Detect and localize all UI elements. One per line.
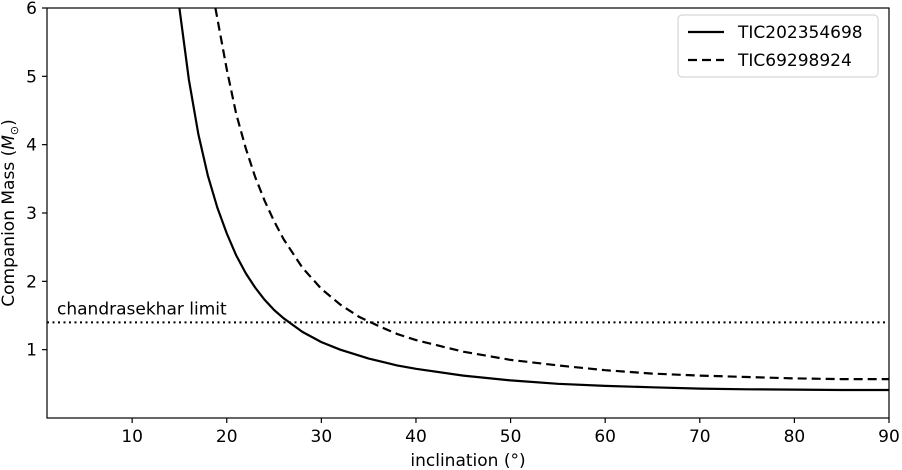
y-axis-label-subscript: ⊙ [8,126,21,135]
x-tick-label: 70 [689,427,711,447]
series-line-tic202354698 [178,8,889,392]
x-tick-label: 50 [500,427,522,447]
legend-box [677,14,879,78]
legend-label: TIC69298924 [737,51,852,71]
x-tick-label: 90 [878,427,900,447]
x-tick-label: 80 [784,427,806,447]
x-axis-ticks: 10 20 30 40 50 60 70 80 90 [121,418,900,447]
plot-content [47,8,889,392]
y-axis-label: Companion Mass (M⊙) [0,119,21,306]
y-tick-label: 4 [26,136,37,156]
x-tick-label: 60 [594,427,616,447]
y-tick-label: 3 [26,204,37,224]
chandrasekhar-limit-label: chandrasekhar limit [57,299,227,319]
legend-label: TIC202354698 [737,23,863,43]
legend: TIC202354698 TIC69298924 [677,14,879,78]
y-tick-label: 1 [26,341,37,361]
y-axis-label-close: ) [0,119,19,126]
x-axis-label: inclination (°) [410,451,525,470]
y-axis-label-symbol: M [0,135,19,150]
y-tick-label: 2 [26,272,37,292]
x-tick-label: 30 [311,427,333,447]
y-axis-label-text: Companion Mass ( [0,150,19,307]
y-tick-label: 5 [26,67,37,87]
y-axis-ticks: 1 2 3 4 5 6 [26,0,47,361]
x-tick-label: 40 [405,427,427,447]
x-tick-label: 20 [216,427,238,447]
series-line-tic69298924 [214,8,889,381]
y-tick-label: 6 [26,0,37,19]
x-tick-label: 10 [121,427,143,447]
